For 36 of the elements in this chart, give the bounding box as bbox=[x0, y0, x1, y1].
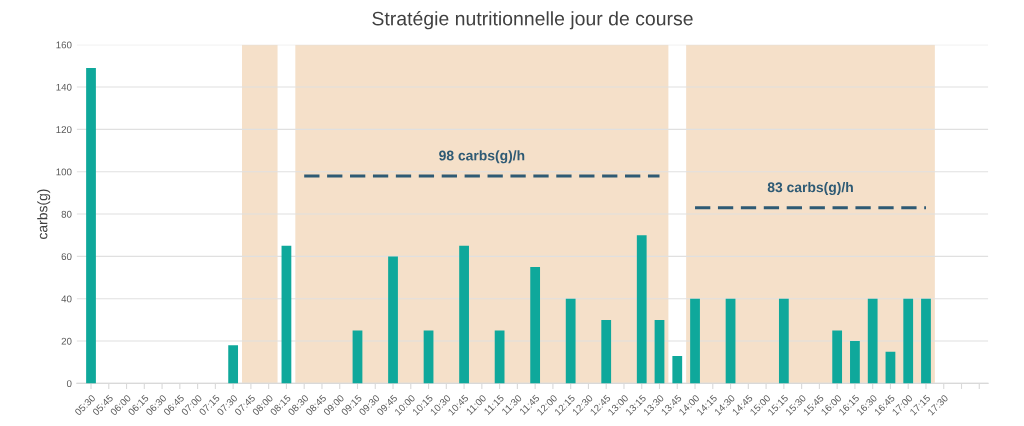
y-tick-label: 120 bbox=[56, 126, 72, 134]
bar bbox=[281, 245, 292, 384]
bar bbox=[459, 245, 469, 384]
y-tick-label: 140 bbox=[56, 83, 72, 91]
bar bbox=[654, 319, 665, 384]
y-tick-label: 40 bbox=[61, 295, 72, 303]
bar bbox=[601, 319, 612, 384]
bar bbox=[565, 298, 576, 384]
bar bbox=[388, 256, 398, 384]
bar bbox=[636, 235, 647, 384]
bar bbox=[86, 68, 96, 384]
bar bbox=[423, 330, 434, 384]
bar bbox=[867, 298, 878, 384]
bar bbox=[778, 298, 789, 384]
y-tick-label: 80 bbox=[61, 210, 72, 218]
bar bbox=[690, 298, 700, 384]
annotation: 83 carbs(g)/h bbox=[767, 182, 853, 196]
bar bbox=[850, 341, 860, 384]
y-tick-label: 100 bbox=[56, 168, 72, 176]
bar bbox=[352, 330, 363, 384]
bar bbox=[885, 351, 896, 384]
y-tick-label: 160 bbox=[56, 41, 72, 49]
chart-title: Stratégie nutritionnelle jour de course bbox=[372, 10, 693, 30]
bar bbox=[228, 345, 239, 384]
bar bbox=[494, 330, 505, 384]
bar bbox=[832, 330, 843, 384]
y-tick-label: 20 bbox=[61, 337, 72, 345]
y-axis-title: carbs(g) bbox=[37, 189, 51, 239]
y-tick-label: 0 bbox=[66, 380, 72, 388]
y-tick-label: 60 bbox=[61, 253, 72, 261]
bar bbox=[903, 298, 914, 384]
bar bbox=[530, 266, 541, 384]
annotation: 98 carbs(g)/h bbox=[439, 150, 525, 164]
bar bbox=[725, 298, 736, 384]
bar bbox=[921, 298, 931, 384]
bar bbox=[672, 355, 683, 384]
